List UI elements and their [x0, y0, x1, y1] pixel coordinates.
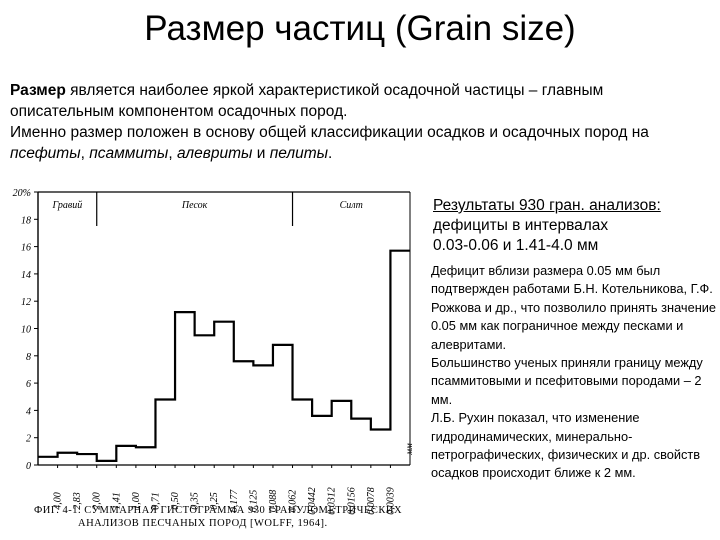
x-tick-label: 0,0442 — [307, 487, 318, 515]
intro-paragraph: Размер является наиболее яркой характери… — [10, 80, 710, 164]
histogram-bar — [38, 457, 58, 465]
note-paragraph-1: Дефицит вблизи размера 0.05 мм был подтв… — [431, 263, 717, 352]
y-tick-label: 12 — [21, 297, 31, 308]
zone-label: Песок — [181, 200, 208, 211]
intro-bold-word: Размер — [10, 82, 66, 99]
grain-size-histogram: 20% 18 16 14 12 10 8 6 4 2 0 Гравий Песок Силт 4,00 2,8… — [13, 188, 414, 529]
x-tick-label: 1,00 — [131, 492, 142, 510]
histogram-bar — [136, 447, 156, 465]
x-tick-label: 0,0039 — [385, 487, 396, 515]
histogram-bar — [116, 446, 136, 465]
y-tick-label: 6 — [26, 379, 31, 390]
results-summary: Результаты 930 гран. анализов: дефициты … — [433, 196, 718, 256]
x-tick-label: 0,0156 — [346, 487, 357, 515]
note-paragraph-2: Большинство ученых приняли границу между… — [431, 355, 703, 407]
histogram-bar — [390, 251, 410, 465]
x-tick-label: 0,125 — [248, 490, 259, 513]
zone-label: Гравий — [51, 200, 82, 211]
x-tick-label: 0,088 — [268, 490, 279, 513]
histogram-bar — [293, 399, 313, 465]
histogram-bar — [97, 461, 117, 465]
histogram-bar — [273, 345, 293, 465]
histogram-bar — [58, 453, 78, 465]
x-tick-label: 0,177 — [229, 489, 240, 513]
x-unit-label: мм — [404, 443, 414, 456]
y-tick-label: 16 — [21, 243, 31, 254]
intro-line1: является наиболее яркой характеристикой … — [10, 82, 604, 120]
results-line1: Результаты 930 гран. анализов: — [433, 197, 661, 214]
term-aleurites: алевриты — [176, 145, 253, 162]
intro-and: и — [252, 145, 270, 162]
x-tick-label: 2,83 — [72, 492, 83, 510]
slide-title: Размер частиц (Grain size) — [144, 9, 576, 48]
intro-line2: Именно размер положен в основу общей кла… — [10, 124, 649, 141]
term-psephites: псефиты — [10, 145, 81, 162]
results-line3: 0.03-0.06 и 1.41-4.0 мм — [433, 237, 599, 254]
x-tick-label: 0,35 — [190, 492, 201, 510]
intro-separator: , — [80, 145, 90, 162]
y-tick-label: 2 — [26, 434, 31, 445]
histogram-bar — [371, 430, 391, 465]
histogram-figure: 20% 18 16 14 12 10 8 6 4 2 0 Гравий Песок Силт 4,00 2,8… — [0, 180, 430, 540]
notes-block: Дефицит вблизи размера 0.05 мм был подтв… — [431, 262, 718, 483]
y-tick-label: 18 — [21, 215, 31, 226]
x-tick-label: 2,00 — [92, 492, 103, 510]
y-tick-label: 0 — [26, 461, 31, 472]
y-tick-label: 4 — [26, 406, 31, 417]
histogram-outline — [38, 249, 410, 463]
x-tick-label: 0,0312 — [327, 487, 338, 515]
histogram-bar — [77, 454, 97, 465]
histogram-bar — [155, 399, 175, 465]
x-tick-label: 0,0078 — [366, 487, 377, 515]
zone-label: Силт — [340, 200, 363, 211]
x-tick-label: 0,50 — [170, 492, 181, 510]
histogram-bar — [253, 365, 273, 465]
histogram-bar — [175, 312, 195, 465]
x-tick-label: 1,41 — [111, 492, 122, 510]
histogram-bar — [195, 335, 215, 465]
note-paragraph-3: Л.Б. Рухин показал, что изменение гидрод… — [431, 410, 701, 481]
y-tick-label: 10 — [21, 325, 31, 336]
histogram-bar — [234, 361, 254, 465]
term-pelites: пелиты — [269, 145, 329, 162]
intro-end: . — [328, 145, 333, 162]
x-tick-label: 0,25 — [209, 492, 220, 510]
histogram-bar — [351, 419, 371, 465]
x-tick-label: 0,71 — [150, 492, 161, 510]
x-tick-label: 0,062 — [288, 490, 299, 513]
intro-separator: , — [168, 145, 177, 162]
results-line2: дефициты в интервалах — [433, 217, 609, 234]
figure-caption-line2: АНАЛИЗОВ ПЕСЧАНЫХ ПОРОД [WOLFF, 1964]. — [78, 518, 328, 529]
y-tick-label: 8 — [26, 352, 31, 363]
histogram-bar — [312, 416, 332, 465]
histogram-bar — [332, 401, 352, 465]
histogram-bar — [214, 322, 234, 465]
figure-caption-line1: ФИГ. 4-1. СУММАРНАЯ ГИСТОГРАММА 930 ГРАН… — [34, 505, 402, 516]
x-tick-label: 4,00 — [53, 492, 64, 510]
y-tick-label: 14 — [21, 270, 31, 281]
term-psammites: псаммиты — [89, 145, 169, 162]
y-tick-label: 20% — [13, 188, 31, 199]
